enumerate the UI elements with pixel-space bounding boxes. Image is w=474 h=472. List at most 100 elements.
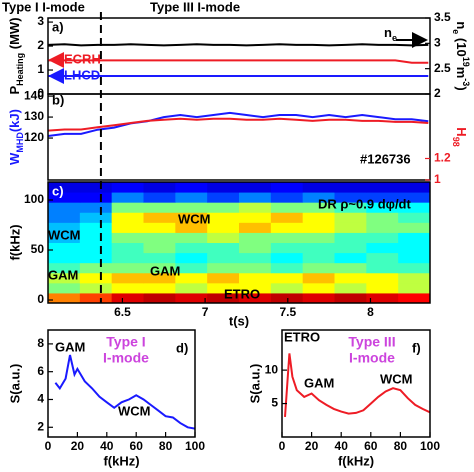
annotation-part: n xyxy=(384,25,392,40)
heat-cell xyxy=(175,272,208,284)
heat-cell xyxy=(398,242,430,254)
heat-cell xyxy=(143,282,176,294)
heat-cell xyxy=(207,262,240,274)
series-line xyxy=(48,43,429,47)
heat-cell xyxy=(366,282,399,294)
panel-label: a) xyxy=(52,19,64,34)
heat-cell xyxy=(143,182,176,193)
heat-cell xyxy=(270,192,304,203)
heat-cell xyxy=(207,182,240,193)
series-line xyxy=(48,111,429,137)
x-tick-label: 40 xyxy=(335,439,349,453)
y2-tick-label: 2 xyxy=(434,86,441,100)
heat-cell xyxy=(239,242,272,254)
heat-cell xyxy=(270,242,304,254)
heat-cell xyxy=(366,202,399,213)
heat-cell xyxy=(48,232,81,243)
annotation: I-mode xyxy=(349,350,395,366)
heat-cell xyxy=(270,232,304,243)
heat-cell xyxy=(302,252,335,264)
heat-cell xyxy=(48,282,81,294)
y-axis-label: S(a.u.) xyxy=(7,364,22,404)
series-line xyxy=(48,117,429,132)
heat-cell xyxy=(111,192,144,203)
x-tick-label: 20 xyxy=(305,439,319,453)
heat-cell xyxy=(239,272,272,284)
y2-axis-label-part: 98 xyxy=(451,137,461,147)
heat-cell xyxy=(207,222,240,233)
heat-cell xyxy=(270,202,304,213)
heat-cell xyxy=(398,292,430,303)
y2-tick-label: 2.5 xyxy=(434,61,451,75)
panel-label: f) xyxy=(412,340,421,355)
heat-cell xyxy=(79,202,113,213)
heat-cell xyxy=(111,182,144,193)
heat-cell xyxy=(334,292,367,303)
heat-cell xyxy=(48,242,81,254)
heat-cell xyxy=(334,202,367,213)
heat-cell xyxy=(48,202,81,213)
y-axis-label-part: P xyxy=(7,86,22,95)
x-tick-label: 7 xyxy=(202,305,209,319)
y2-tick-label: 1 xyxy=(434,172,441,186)
y-tick-label: 0 xyxy=(37,292,44,306)
heat-cell xyxy=(143,222,176,233)
heat-cell xyxy=(175,232,208,243)
heat-cell xyxy=(334,192,367,203)
y2-axis-label-part: e xyxy=(451,29,461,34)
annotation: #126736 xyxy=(360,151,411,166)
heat-cell xyxy=(79,292,113,303)
x-tick-label: 60 xyxy=(130,439,144,453)
heat-cell xyxy=(334,272,367,284)
heat-cell xyxy=(398,222,430,233)
y-axis-label-part: Heating xyxy=(15,53,25,86)
heat-cell xyxy=(111,272,144,284)
heat-cell xyxy=(79,232,113,243)
annotation-part: e xyxy=(392,33,397,43)
x-tick-label: 60 xyxy=(364,439,378,453)
plot-area xyxy=(48,111,429,137)
heat-cell xyxy=(239,282,272,294)
y2-axis-label: ne (1019m-3) xyxy=(451,21,471,90)
heat-cell xyxy=(175,192,208,203)
heat-cell xyxy=(79,242,113,254)
heat-cell xyxy=(366,222,399,233)
heat-cell xyxy=(175,202,208,213)
heat-cell xyxy=(48,192,81,203)
x-tick-label: 100 xyxy=(185,439,205,453)
heat-cell xyxy=(111,202,144,213)
y-axis-label: S(a.u.) xyxy=(247,364,262,404)
heat-cell xyxy=(111,242,144,254)
annotation: Type III xyxy=(348,334,395,350)
y-tick-label: 140 xyxy=(24,88,44,102)
heat-cell xyxy=(398,212,430,223)
heat-cell xyxy=(207,212,240,223)
plot-frame xyxy=(47,181,431,304)
series-line xyxy=(48,59,429,64)
heat-cell xyxy=(366,182,399,193)
heat-cell xyxy=(302,262,335,274)
heat-cell xyxy=(366,252,399,264)
heat-cell xyxy=(79,282,113,294)
heat-cell xyxy=(79,212,113,223)
heat-cell xyxy=(334,222,367,233)
y2-axis-label-part: n xyxy=(454,21,469,29)
x-tick-label: 7.5 xyxy=(279,305,296,319)
plot-area xyxy=(54,354,195,430)
heat-cell xyxy=(207,192,240,203)
y2-tick-label: 3.5 xyxy=(434,10,451,24)
y-tick-label: 0 xyxy=(37,86,44,100)
y-tick-label: 1 xyxy=(37,62,44,76)
heat-cell xyxy=(239,202,272,213)
series-line xyxy=(284,353,430,417)
heat-cell xyxy=(143,192,176,203)
annotation: LHCD xyxy=(64,67,100,82)
y-tick-label: 8 xyxy=(37,336,44,350)
panel-label: c) xyxy=(52,183,64,198)
y-axis-label: PHeating (MW) xyxy=(7,17,25,94)
heat-cell xyxy=(79,222,113,233)
heat-cell xyxy=(143,292,176,303)
panel-label: d) xyxy=(176,340,188,355)
x-tick-label: 6.5 xyxy=(114,305,131,319)
heat-cell xyxy=(270,292,304,303)
